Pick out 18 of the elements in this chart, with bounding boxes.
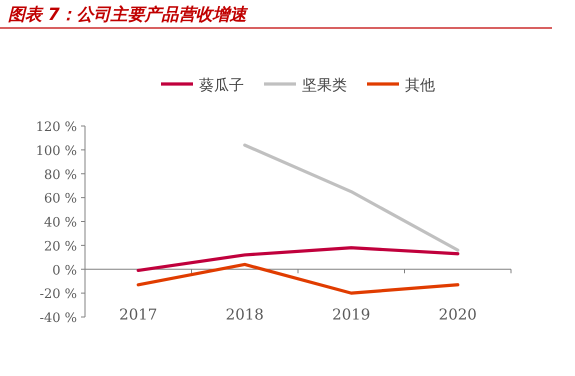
x-tick-label: 2017 xyxy=(119,305,158,324)
y-tick-label: -40 % xyxy=(40,311,77,326)
line-series xyxy=(136,246,460,272)
x-tick-label: 2019 xyxy=(332,305,370,324)
y-tick-label: -20 % xyxy=(40,287,77,302)
y-tick-label: 0 % xyxy=(52,263,77,278)
y-tick-label: 80 % xyxy=(44,168,77,183)
x-tick-label: 2020 xyxy=(438,305,477,324)
y-tick-label: 120 % xyxy=(36,120,77,135)
y-tick-label: 60 % xyxy=(44,192,77,207)
x-tick-label: 2018 xyxy=(226,305,264,324)
title: 图表 7：公司主要产品营收增速 xyxy=(8,5,247,25)
legend-label: 坚果类 xyxy=(302,76,347,94)
legend-label: 其他 xyxy=(405,76,435,94)
y-tick-label: 100 % xyxy=(36,144,77,159)
y-tick-label: 40 % xyxy=(44,216,77,230)
legend-label: 葵瓜子 xyxy=(199,76,244,94)
y-tick-label: 20 % xyxy=(44,239,77,254)
